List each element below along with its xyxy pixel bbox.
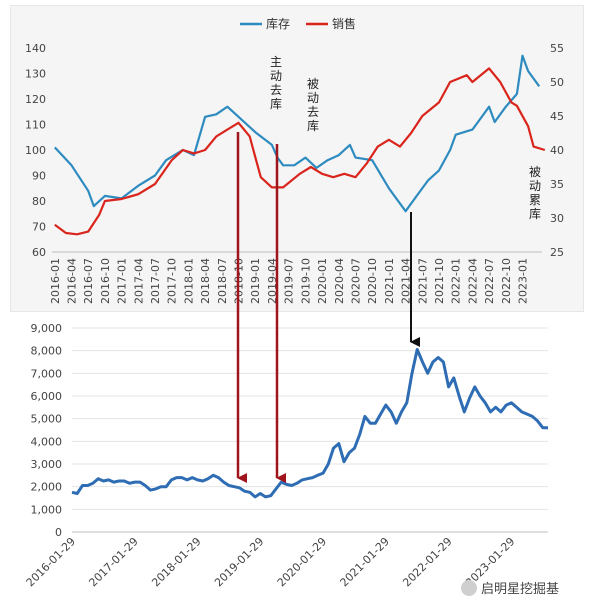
top-x-tick-label: 2017-10 xyxy=(166,258,179,304)
top-x-tick-label: 2020-10 xyxy=(366,258,379,304)
bottom-y-axis-ticks: 9,000 8,000 7,000 6,000 5,000 4,000 3,000 2,000… xyxy=(31,322,63,539)
bottom-y-tick-label: 1,000 xyxy=(31,503,63,516)
bottom-x-tick-label: 2022-01-29 xyxy=(400,535,454,589)
top-x-tick-label: 2017-01 xyxy=(116,258,129,304)
top-x-tick-label: 2023-01 xyxy=(517,258,530,304)
bottom-x-axis-ticks: 2016-01-29 2017-01-29 2018-01-29 2019-01-29… xyxy=(24,535,518,589)
bottom-x-tick-label: 2020-01-29 xyxy=(275,535,329,589)
top-x-tick-label: 2016-04 xyxy=(65,258,78,304)
bottom-x-tick-label: 2016-01-29 xyxy=(24,535,78,589)
left-axis-tick-label: 70 xyxy=(32,221,46,234)
top-x-tick-label: 2021-10 xyxy=(433,258,446,304)
bottom-y-tick-label: 5,000 xyxy=(31,413,63,426)
legend: 库存 销售 xyxy=(240,16,356,31)
annotation-active-destock: 主动去库 xyxy=(270,55,282,111)
top-x-tick-label: 2022-10 xyxy=(500,258,513,304)
bottom-y-tick-label: 6,000 xyxy=(31,390,63,403)
watermark-text: 启明星挖掘基 xyxy=(481,582,559,597)
top-x-tick-label: 2020-04 xyxy=(333,258,346,304)
arrows xyxy=(236,132,420,483)
sales-line xyxy=(54,67,546,236)
left-axis-tick-label: 100 xyxy=(25,144,46,157)
top-x-tick-label: 2020-01 xyxy=(316,258,329,304)
bottom-x-tick-label: 2019-01-29 xyxy=(212,535,266,589)
annotation-passive-restock: 被动累库 xyxy=(529,165,541,221)
top-x-tick-label: 2021-04 xyxy=(400,258,413,304)
top-chart-panel xyxy=(10,5,584,312)
top-x-tick-label: 2019-07 xyxy=(283,258,296,304)
bottom-x-tick-label: 2017-01-29 xyxy=(86,535,140,589)
top-x-tick-label: 2017-04 xyxy=(132,258,145,304)
left-axis-tick-label: 130 xyxy=(25,68,46,81)
top-x-tick-label: 2016-10 xyxy=(99,258,112,304)
bottom-y-tick-label: 3,000 xyxy=(31,458,63,471)
top-x-axis-ticks: 2016-01 2016-04 2016-07 2016-10 2017-01 2017-… xyxy=(49,258,530,304)
right-axis-tick-label: 40 xyxy=(550,144,564,157)
bottom-y-tick-label: 2,000 xyxy=(31,481,63,494)
top-x-tick-label: 2016-07 xyxy=(82,258,95,304)
bottom-y-tick-label: 7,000 xyxy=(31,367,63,380)
top-x-tick-label: 2022-07 xyxy=(483,258,496,304)
top-x-tick-label: 2018-01 xyxy=(182,258,195,304)
top-x-tick-label: 2019-01 xyxy=(249,258,262,304)
legend-inventory-label: 库存 xyxy=(266,16,290,31)
annotation-passive-destock: 被动去库 xyxy=(307,77,319,133)
right-axis-tick-label: 35 xyxy=(550,178,564,191)
watermark: 启明星挖掘基 xyxy=(461,580,559,597)
top-x-tick-label: 2021-01 xyxy=(383,258,396,304)
top-x-tick-label: 2018-04 xyxy=(199,258,212,304)
right-axis-ticks: 55 50 45 40 35 30 25 xyxy=(550,42,564,259)
top-x-tick-label: 2019-04 xyxy=(266,258,279,304)
right-axis-tick-label: 55 xyxy=(550,42,564,55)
legend-sales-label: 销售 xyxy=(332,16,356,31)
top-x-tick-label: 2016-01 xyxy=(49,258,62,304)
bottom-y-tick-label: 9,000 xyxy=(31,322,63,335)
bottom-x-tick-label: 2021-01-29 xyxy=(338,535,392,589)
top-x-tick-label: 2022-04 xyxy=(466,258,479,304)
left-axis-tick-label: 80 xyxy=(32,195,46,208)
top-x-tick-label: 2021-07 xyxy=(416,258,429,304)
top-x-tick-label: 2022-01 xyxy=(450,258,463,304)
top-x-tick-label: 2017-07 xyxy=(149,258,162,304)
top-x-tick-label: 2019-10 xyxy=(299,258,312,304)
bottom-y-tick-label: 4,000 xyxy=(31,435,63,448)
left-axis-tick-label: 60 xyxy=(32,246,46,259)
left-axis-tick-label: 140 xyxy=(25,42,46,55)
top-x-tick-label: 2020-07 xyxy=(349,258,362,304)
left-axis-ticks: 140 130 120 110 100 90 80 70 60 xyxy=(25,42,46,259)
left-axis-tick-label: 90 xyxy=(32,170,46,183)
right-axis-tick-label: 50 xyxy=(550,76,564,89)
inventory-line xyxy=(53,54,541,213)
bottom-y-tick-label: 0 xyxy=(55,526,62,539)
watermark-logo-icon xyxy=(461,580,477,596)
left-axis-tick-label: 110 xyxy=(25,119,46,132)
bottom-y-tick-label: 8,000 xyxy=(31,345,63,358)
left-axis-tick-label: 120 xyxy=(25,93,46,106)
right-axis-tick-label: 25 xyxy=(550,246,564,259)
bottom-x-tick-label: 2018-01-29 xyxy=(149,535,203,589)
right-axis-tick-label: 30 xyxy=(550,212,564,225)
bottom-series-line xyxy=(71,348,548,499)
right-axis-tick-label: 45 xyxy=(550,110,564,123)
top-x-tick-label: 2018-07 xyxy=(216,258,229,304)
